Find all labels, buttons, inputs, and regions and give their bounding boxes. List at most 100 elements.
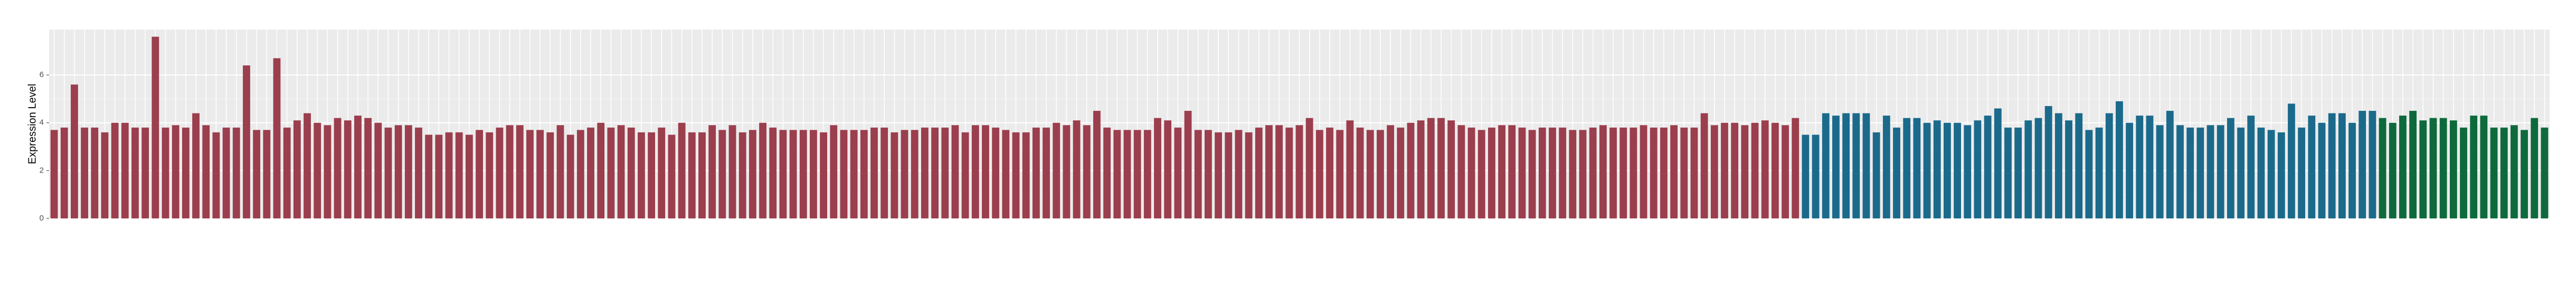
bar	[1346, 120, 1354, 218]
bar	[749, 130, 756, 218]
bar	[678, 122, 686, 218]
bar	[516, 125, 524, 218]
bar	[1103, 127, 1111, 218]
bar	[232, 127, 240, 218]
bar	[1862, 113, 1870, 218]
bar	[506, 125, 514, 218]
y-tick-label: 4	[40, 118, 44, 127]
bar	[2338, 113, 2346, 218]
bar	[2379, 118, 2386, 218]
bar	[658, 127, 666, 218]
bar	[1235, 130, 1243, 218]
bar	[2176, 125, 2184, 218]
bar	[1295, 125, 1303, 218]
bar	[425, 135, 433, 218]
bar	[982, 125, 989, 218]
bar	[1255, 127, 1263, 218]
bar	[304, 113, 311, 218]
bar	[476, 130, 483, 218]
bar	[212, 132, 220, 218]
bar	[799, 130, 807, 218]
bar	[2156, 125, 2164, 218]
bar	[1326, 127, 1333, 218]
bar	[404, 125, 412, 218]
bar	[2369, 111, 2376, 218]
bar	[971, 125, 979, 218]
bar	[2490, 127, 2498, 218]
bar	[91, 127, 99, 218]
bar	[486, 132, 494, 218]
bar	[779, 130, 787, 218]
bar	[1771, 122, 1779, 218]
bar	[2136, 116, 2144, 218]
bar	[1832, 116, 1840, 218]
bar	[2531, 118, 2539, 218]
bar	[1427, 118, 1435, 218]
bar	[2095, 127, 2103, 218]
bar	[738, 132, 746, 218]
bar	[2318, 122, 2326, 218]
bar	[394, 125, 402, 218]
bar	[435, 135, 443, 218]
bar	[71, 84, 78, 218]
bar	[1478, 130, 1485, 218]
bar	[1336, 130, 1344, 218]
bar	[1143, 130, 1151, 218]
bar	[334, 118, 342, 218]
bar	[810, 130, 817, 218]
bar	[1366, 130, 1374, 218]
bar	[283, 127, 291, 218]
bar	[1387, 125, 1395, 218]
bar	[1923, 122, 1931, 218]
bar	[556, 125, 564, 218]
bar	[718, 130, 726, 218]
bar	[992, 127, 1000, 218]
bar	[1741, 125, 1749, 218]
bar	[1984, 116, 1992, 218]
bar	[1518, 127, 1526, 218]
bar	[931, 127, 939, 218]
bar	[2014, 127, 2022, 218]
bar	[1852, 113, 1860, 218]
y-tick-label: 2	[40, 166, 44, 175]
bar	[880, 127, 888, 218]
bar	[1690, 127, 1698, 218]
bar	[2126, 122, 2134, 218]
bar	[1528, 130, 1536, 218]
bar	[1954, 122, 1961, 218]
bar	[1933, 120, 1941, 218]
bar	[597, 122, 605, 218]
bar	[1670, 125, 1678, 218]
bar	[2116, 101, 2123, 218]
bar	[1579, 130, 1587, 218]
bar	[1305, 118, 1313, 218]
bar	[820, 132, 828, 218]
bar	[1093, 111, 1101, 218]
bar	[2541, 127, 2549, 218]
bar	[728, 125, 736, 218]
bar	[243, 65, 250, 219]
bar	[1377, 130, 1384, 218]
bar	[921, 127, 929, 218]
bar	[131, 127, 139, 218]
bar	[2186, 127, 2194, 218]
bar	[1974, 120, 1982, 218]
bar	[1154, 118, 1161, 218]
bar	[1488, 127, 1495, 218]
bar	[708, 125, 716, 218]
bar	[445, 132, 453, 218]
bar	[354, 116, 362, 218]
bar	[1589, 127, 1597, 218]
bar	[2288, 103, 2295, 218]
bar	[1721, 122, 1728, 218]
bar	[1620, 127, 1627, 218]
bar	[2004, 127, 2012, 218]
bar	[1630, 127, 1637, 218]
bar	[1640, 125, 1647, 218]
bar	[1215, 132, 1222, 218]
bar	[1204, 130, 1212, 218]
bar	[263, 130, 271, 218]
bar	[607, 127, 615, 218]
bar	[151, 36, 159, 218]
